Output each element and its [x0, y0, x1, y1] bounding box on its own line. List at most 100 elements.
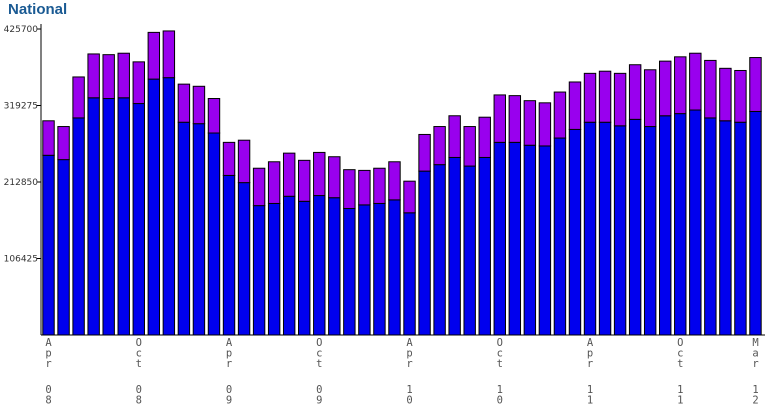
bar-upper-22	[373, 167, 386, 204]
svg-text:8: 8	[45, 395, 51, 407]
bar-lower-6	[132, 103, 145, 336]
bar-upper-34	[553, 91, 567, 139]
svg-text:1: 1	[587, 384, 593, 396]
bar-upper-25	[418, 133, 431, 172]
bar-upper-9	[177, 83, 191, 123]
bar-lower-13	[237, 182, 251, 336]
bar-upper-19	[328, 156, 341, 199]
bar-upper-44	[704, 59, 717, 119]
bar-lower-7	[147, 78, 161, 336]
svg-text:8: 8	[136, 395, 142, 407]
bar-upper-10	[192, 85, 206, 125]
svg-text:0: 0	[406, 395, 412, 407]
bar-upper-20	[343, 169, 356, 209]
bar-upper-28	[463, 126, 476, 167]
x-tick-label-6: Apr 11	[587, 337, 594, 407]
bar-upper-39	[628, 64, 642, 120]
svg-text:r: r	[752, 358, 758, 370]
bar-upper-18	[313, 151, 326, 197]
bar-lower-16	[282, 195, 296, 336]
bar-upper-29	[478, 116, 491, 158]
bar-lower-25	[418, 170, 431, 336]
svg-text:0: 0	[497, 395, 503, 407]
bar-lower-12	[222, 174, 236, 336]
bar-lower-10	[192, 123, 206, 336]
bar-upper-17	[298, 159, 311, 202]
svg-text:A: A	[406, 337, 413, 349]
svg-text:0: 0	[45, 384, 51, 396]
bar-lower-35	[568, 128, 582, 336]
bar-upper-4	[102, 54, 115, 100]
bar-upper-37	[598, 70, 612, 123]
bar-upper-8	[162, 30, 176, 79]
svg-text:0: 0	[226, 384, 232, 396]
svg-text:a: a	[752, 348, 758, 360]
bar-upper-5	[117, 52, 130, 99]
bar-upper-14	[252, 167, 266, 207]
svg-text:O: O	[677, 337, 683, 349]
svg-text:0: 0	[316, 384, 322, 396]
bar-lower-21	[358, 204, 371, 336]
svg-text:A: A	[45, 337, 52, 349]
bar-lower-47	[749, 110, 762, 336]
x-tick-label-8: Mar 12	[752, 337, 758, 407]
svg-text:p: p	[587, 348, 593, 360]
bar-upper-6	[132, 61, 145, 105]
bar-upper-38	[613, 72, 627, 127]
bar-upper-30	[493, 94, 506, 143]
chart-title: National	[8, 1, 68, 18]
svg-text:1: 1	[677, 384, 683, 396]
svg-text:M: M	[752, 337, 758, 349]
bar-lower-3	[87, 97, 100, 336]
bar-upper-32	[523, 100, 537, 146]
bar-upper-27	[448, 115, 461, 158]
y-tick-label-1: 319275	[4, 102, 38, 112]
bar-lower-9	[177, 121, 191, 336]
y-tick-label-0: 425700	[4, 25, 39, 35]
bar-lower-44	[704, 117, 717, 336]
svg-text:t: t	[136, 358, 142, 370]
bar-upper-1	[57, 126, 70, 161]
bar-lower-40	[643, 126, 657, 336]
svg-text:1: 1	[677, 395, 683, 407]
bar-upper-12	[222, 141, 236, 176]
svg-text:r: r	[226, 358, 232, 370]
svg-text:0: 0	[136, 384, 142, 396]
bar-upper-47	[749, 57, 762, 112]
bar-lower-5	[117, 97, 130, 336]
y-axis: 425700 319275 212850 106425	[4, 24, 42, 335]
svg-text:c: c	[677, 348, 683, 360]
svg-text:O: O	[136, 337, 142, 349]
bar-lower-42	[674, 113, 687, 336]
svg-text:r: r	[406, 358, 412, 370]
bar-upper-33	[538, 102, 552, 147]
x-tick-label-1: Oct 08	[136, 337, 142, 407]
bar-lower-20	[343, 207, 356, 336]
bar-upper-7	[147, 31, 161, 80]
bar-upper-46	[734, 69, 747, 123]
bar-lower-2	[72, 117, 85, 336]
bar-lower-45	[719, 120, 732, 336]
svg-text:2: 2	[752, 395, 758, 407]
svg-text:c: c	[316, 348, 322, 360]
bar-lower-22	[373, 202, 386, 336]
svg-text:p: p	[45, 348, 51, 360]
svg-text:1: 1	[497, 384, 503, 396]
bar-upper-23	[388, 161, 401, 201]
svg-text:O: O	[316, 337, 322, 349]
y-tick-label-3: 106425	[4, 255, 38, 265]
svg-text:t: t	[316, 358, 322, 370]
bar-lower-26	[433, 164, 446, 336]
bar-upper-15	[267, 161, 281, 204]
bar-upper-21	[358, 169, 371, 206]
svg-text:r: r	[587, 358, 593, 370]
bar-upper-36	[583, 72, 597, 123]
bars-group	[42, 30, 762, 336]
bar-lower-32	[523, 144, 537, 336]
bar-lower-17	[298, 200, 311, 336]
svg-text:1: 1	[406, 384, 412, 396]
x-tick-label-4: Apr 10	[406, 337, 413, 407]
svg-text:9: 9	[226, 395, 232, 407]
svg-text:c: c	[497, 348, 503, 360]
